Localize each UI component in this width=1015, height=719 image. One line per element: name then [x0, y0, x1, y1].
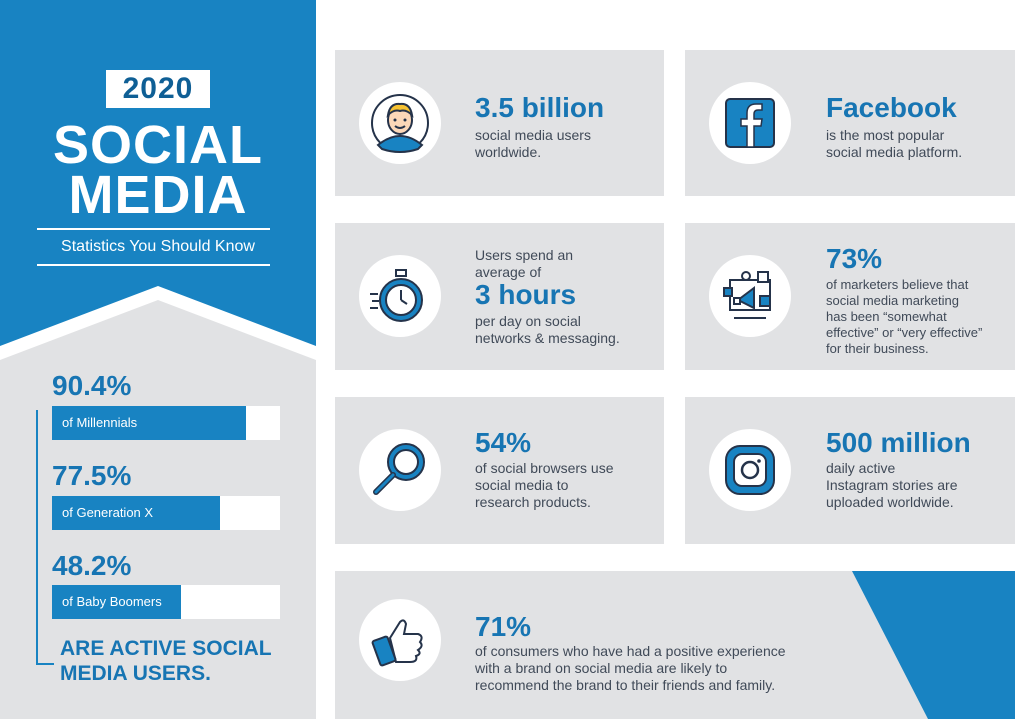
stat-bar-genx: of Generation X [52, 496, 280, 530]
stat-percent-millennials: 90.4% [52, 370, 132, 401]
icon-circle [359, 599, 441, 681]
headline: 73% [826, 243, 883, 274]
headline: 71% [475, 611, 532, 642]
icon-circle [359, 255, 441, 337]
card-hours: Users spend an average of 3 hours per da… [335, 223, 664, 370]
stat-percent-genx: 77.5% [52, 460, 132, 491]
stat-label: of Baby Boomers [62, 594, 162, 609]
body-text: is the most popular social media platfor… [826, 127, 963, 160]
user-avatar-icon [371, 94, 429, 153]
card-users: 3.5 billion social media users worldwide… [335, 50, 664, 196]
icon-circle [709, 82, 791, 164]
year-badge: 2020 [106, 70, 210, 108]
subtitle: Statistics You Should Know [61, 238, 255, 255]
headline: 3.5 billion [475, 92, 605, 123]
facebook-icon [725, 98, 775, 148]
subtitle-rule-top [37, 228, 270, 230]
body-text: of marketers believe that social media m… [826, 277, 983, 356]
card-instagram: 500 million daily active Instagram stori… [685, 397, 1015, 544]
body-text: social media users worldwide. [475, 127, 591, 160]
headline: 3 hours [475, 279, 577, 310]
stat-bar-fill [52, 585, 182, 619]
body-text: of social browsers use social media to r… [475, 460, 614, 510]
body-text: per day on social networks & messaging. [475, 313, 620, 346]
footer-text: ARE ACTIVE SOCIAL MEDIA USERS. [60, 637, 272, 685]
card-facebook: Facebook is the most popular social medi… [685, 50, 1015, 196]
body-text: daily active Instagram stories are uploa… [826, 460, 958, 510]
intro-text: Users spend an average of [475, 247, 574, 280]
stat-bar-boomers: of Baby Boomers [52, 585, 280, 619]
corner-accent [852, 571, 1015, 719]
instagram-icon [725, 445, 775, 495]
stat-bar-fill [52, 496, 221, 530]
body-text: of consumers who have had a positive exp… [475, 643, 786, 693]
icon-circle [359, 429, 441, 511]
stat-bar-millennials: of Millennials [52, 406, 280, 440]
bracket-line [36, 410, 38, 665]
icon-circle [709, 429, 791, 511]
headline: 54% [475, 427, 532, 458]
magnifier-icon [373, 443, 425, 495]
thumbs-up-icon [371, 619, 423, 667]
title-line-2: MEDIA [68, 165, 248, 225]
bracket-tick [36, 663, 54, 665]
icon-circle [359, 82, 441, 164]
stat-bar-fill [52, 406, 246, 440]
title-line-1: SOCIAL [52, 115, 263, 175]
stat-label: of Millennials [62, 415, 138, 430]
headline: Facebook [826, 92, 957, 123]
left-panel: 2020 SOCIAL MEDIA Statistics You Should … [0, 0, 316, 719]
headline: 500 million [826, 427, 971, 458]
stopwatch-icon [370, 269, 423, 322]
card-marketers: 73% of marketers believe that social med… [685, 223, 1015, 370]
icon-circle [709, 255, 791, 337]
card-research: 54% of social browsers use social media … [335, 397, 664, 544]
stat-label: of Generation X [62, 505, 154, 520]
marketing-icon [723, 271, 771, 319]
stat-percent-boomers: 48.2% [52, 550, 132, 581]
subtitle-rule-bottom [37, 264, 270, 266]
